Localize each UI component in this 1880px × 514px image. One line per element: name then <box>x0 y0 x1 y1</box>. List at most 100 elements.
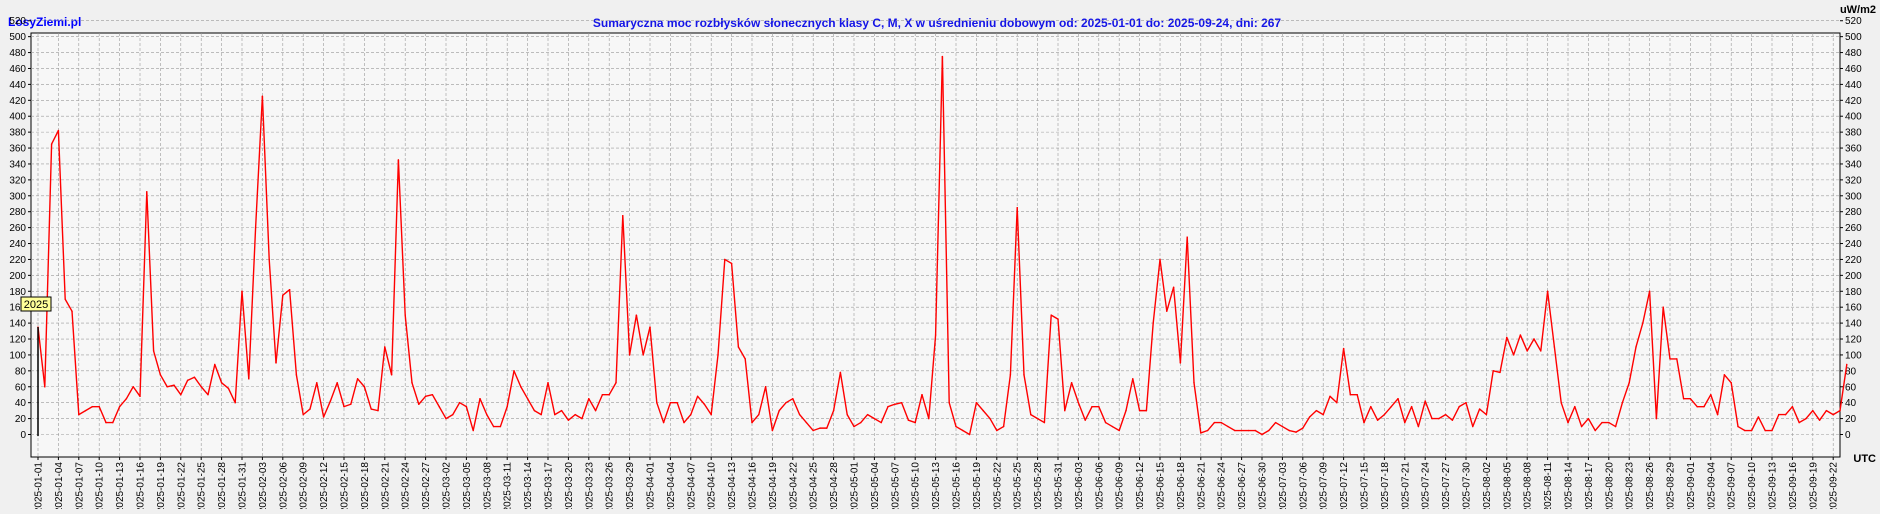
x-tick-label: 2025-02-18 <box>360 462 371 509</box>
data-point <box>1417 425 1419 428</box>
data-point <box>1757 416 1759 418</box>
data-point <box>758 414 760 416</box>
x-axis: 2025-01-01 2025-01-04 2025-01-07 2025-01-10… <box>34 457 1840 513</box>
series-segment <box>1322 395 1331 416</box>
series-segment <box>71 310 80 416</box>
series-segment <box>343 403 352 408</box>
y-tick-label-right: 400 <box>1845 112 1862 123</box>
series-segment <box>418 395 427 405</box>
data-point <box>1458 406 1460 408</box>
x-tick-label: 2025-05-31 <box>1054 462 1065 509</box>
data-point <box>1744 429 1746 432</box>
x-tick-label: 2025-07-21 <box>1400 462 1411 509</box>
data-point <box>1071 382 1073 384</box>
series-segment <box>921 394 930 420</box>
data-point <box>622 215 624 217</box>
y-tick-label-right: 440 <box>1845 80 1862 91</box>
series-segment <box>1030 413 1039 420</box>
y-tick-label-left: 460 <box>9 64 26 75</box>
data-point <box>914 421 916 424</box>
series-segment <box>1166 286 1175 312</box>
data-point <box>71 310 73 312</box>
series-segment <box>588 397 597 412</box>
series-segment <box>1302 416 1311 429</box>
series-segment <box>336 382 345 408</box>
x-tick-label: 2025-08-23 <box>1625 462 1636 509</box>
x-tick-label: 2025-03-23 <box>584 462 595 509</box>
y-tick-label-left: 420 <box>9 96 26 107</box>
series-segment <box>377 346 386 412</box>
data-point <box>1431 417 1433 420</box>
data-point <box>1560 402 1562 404</box>
series-segment <box>1451 405 1460 421</box>
data-point <box>1166 310 1168 312</box>
series-segment <box>805 421 814 432</box>
x-tick-label: 2025-02-12 <box>319 462 330 509</box>
data-point <box>1723 374 1725 376</box>
data-point <box>1227 425 1229 428</box>
series-segment <box>472 397 481 432</box>
data-point <box>894 403 896 405</box>
x-tick-label: 2025-06-21 <box>1196 462 1207 509</box>
series-segment <box>649 326 658 404</box>
series-segment <box>989 417 998 432</box>
series-segment <box>50 129 60 145</box>
data-point <box>853 425 855 428</box>
data-point <box>112 421 114 424</box>
series-segment <box>608 382 617 396</box>
y-tick-label-right: 80 <box>1845 366 1857 377</box>
data-point <box>1309 416 1311 418</box>
x-tick-label: 2025-04-10 <box>707 462 718 509</box>
series-segment <box>207 363 216 396</box>
x-tick-label: 2025-08-26 <box>1645 462 1656 509</box>
series-segment <box>1281 425 1290 432</box>
series-layer <box>37 55 1848 436</box>
y-axis-right: 0 20 40 60 80 100 120 140 160 180 200 220 240 260 280 3… <box>1840 16 1862 441</box>
series-segment <box>1111 425 1120 432</box>
data-point <box>792 398 794 400</box>
series-segment <box>180 379 189 396</box>
series-segment <box>1818 409 1828 421</box>
series-segment <box>261 95 270 261</box>
data-point <box>1186 236 1188 238</box>
series-segment <box>1193 382 1202 434</box>
y-axis-left: 0 20 40 60 80 100 120 140 160 180 200 220 240 260 280 3… <box>9 16 31 441</box>
series-segment <box>316 382 325 418</box>
series-segment <box>866 413 876 420</box>
data-point <box>1043 421 1045 424</box>
data-point <box>554 414 556 416</box>
data-point <box>1050 314 1052 316</box>
data-point <box>1825 410 1827 412</box>
year-marker: 2025 <box>20 296 52 437</box>
series-segment <box>737 346 746 360</box>
series-segment <box>533 409 542 416</box>
series-segment <box>118 397 128 408</box>
series-segment <box>1363 405 1372 424</box>
data-point <box>255 227 257 229</box>
data-point <box>1241 429 1243 432</box>
series-segment <box>329 382 338 402</box>
data-point <box>1479 408 1481 410</box>
data-point <box>295 374 297 376</box>
series-segment <box>479 397 488 416</box>
grid-lines <box>31 20 1840 457</box>
data-point <box>1485 414 1487 416</box>
data-point <box>941 55 944 58</box>
data-point <box>1683 398 1685 400</box>
series-segment <box>248 226 257 380</box>
x-tick-label: 2025-05-07 <box>890 462 901 509</box>
data-point <box>771 429 774 432</box>
data-point <box>1247 429 1249 432</box>
y-tick-label-left: 60 <box>15 382 27 393</box>
data-point <box>1037 417 1039 420</box>
data-point <box>200 386 202 388</box>
series-segment <box>948 401 957 428</box>
data-point <box>969 433 971 436</box>
x-tick-label: 2025-09-22 <box>1829 462 1840 509</box>
series-segment <box>220 382 230 390</box>
series-segment <box>554 409 563 416</box>
x-tick-label: 2025-05-13 <box>931 462 942 509</box>
series-segment <box>1179 236 1188 364</box>
series-segment <box>295 374 304 416</box>
